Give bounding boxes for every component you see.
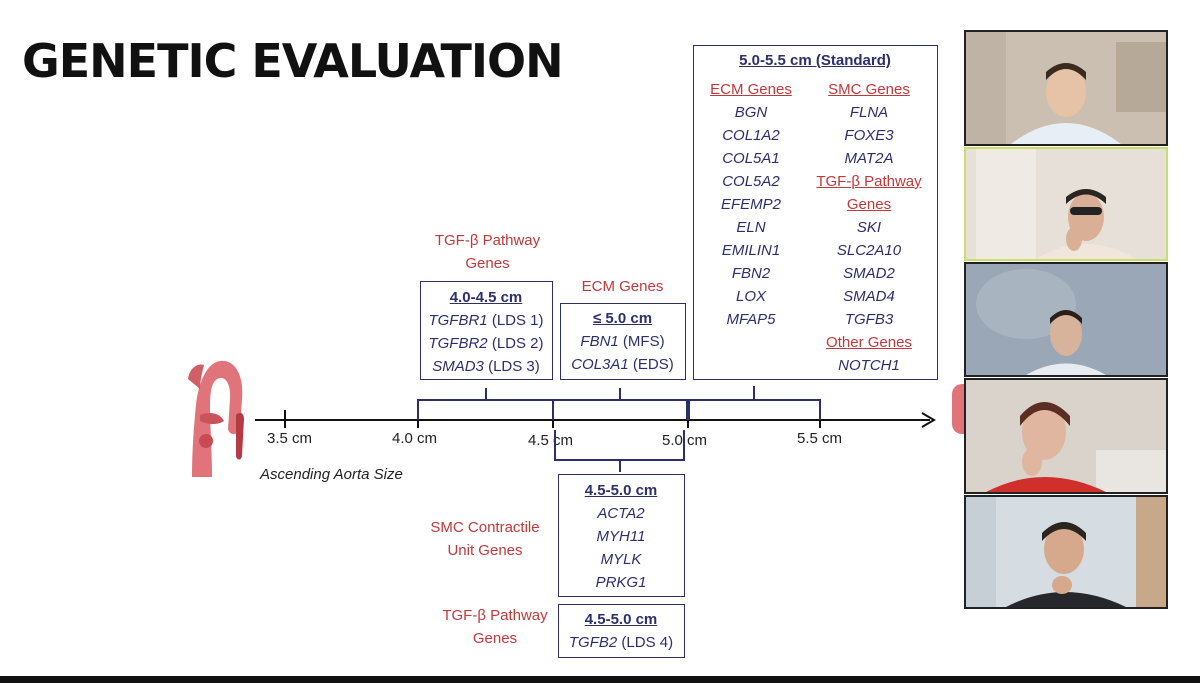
- category-label: SMC Contractile: [430, 519, 540, 536]
- gene-box-standard-5.0-5.5: 5.0-5.5 cm (Standard) ECM Genes BGN COL1…: [693, 45, 938, 380]
- gene-entry: MYH11: [596, 528, 646, 545]
- axis-tick-label: 4.5 cm: [528, 432, 574, 449]
- gene-entry: LOX: [735, 288, 766, 305]
- range-header: ≤ 5.0 cm: [592, 310, 653, 327]
- gene-entry: COL3A1 (EDS): [571, 356, 674, 373]
- other-genes-header: Other Genes: [826, 334, 912, 351]
- range-header: 4.5-5.0 cm: [584, 482, 658, 499]
- gene-entry: FOXE3: [844, 127, 894, 144]
- video-tile-participant-4[interactable]: [964, 378, 1168, 494]
- axis-tick-label: 4.0 cm: [392, 430, 438, 447]
- axis-tick-label: 3.5 cm: [267, 430, 313, 447]
- gene-entry: MFAP5: [726, 311, 776, 328]
- category-label: Genes: [472, 630, 518, 647]
- gene-entry: NOTCH1: [838, 357, 900, 374]
- aorta-illustration: [188, 360, 244, 477]
- axis-tick-label: 5.5 cm: [797, 430, 843, 447]
- category-label: TGF-β Pathway: [434, 232, 541, 249]
- gene-entry: EMILIN1: [721, 242, 781, 259]
- gene-entry: SKI: [856, 219, 882, 236]
- gene-entry: COL5A2: [722, 173, 780, 190]
- gene-entry: COL1A2: [722, 127, 780, 144]
- tgf-genes-header: Genes: [846, 196, 892, 213]
- video-tile-participant-1[interactable]: [964, 30, 1168, 146]
- category-label: Genes: [465, 255, 510, 272]
- smc-genes-header: SMC Genes: [828, 81, 910, 98]
- gene-entry: TGFBR2 (LDS 2): [428, 335, 544, 352]
- gene-entry: ACTA2: [597, 505, 645, 522]
- category-label: TGF-β Pathway: [442, 607, 548, 624]
- gene-box-ecm-5.0: ≤ 5.0 cm FBN1 (MFS) COL3A1 (EDS): [560, 303, 686, 380]
- video-tile-participant-3[interactable]: [964, 262, 1168, 377]
- gene-entry: SMAD2: [843, 265, 895, 282]
- tgf-genes-header: TGF-β Pathway: [816, 173, 922, 190]
- gene-entry: FLNA: [849, 104, 889, 121]
- bottom-bar: [0, 676, 1200, 683]
- aorta-illustration-fragment: [952, 384, 966, 434]
- gene-box-tgf-4.5-5.0: 4.5-5.0 cm TGFB2 (LDS 4): [558, 604, 685, 658]
- video-tile-participant-5[interactable]: [964, 495, 1168, 609]
- gene-entry: PRKG1: [595, 574, 647, 591]
- participant-avatar: [966, 149, 1166, 259]
- slide-title: GENETIC EVALUATION: [22, 34, 564, 88]
- gene-entry: SMAD4: [843, 288, 895, 305]
- participant-avatar: [966, 380, 1166, 492]
- gene-box-smc-4.5-5.0: 4.5-5.0 cm ACTA2 MYH11 MYLK PRKG1: [558, 474, 685, 597]
- gene-entry: ELN: [736, 219, 766, 236]
- gene-entry: FBN2: [731, 265, 771, 282]
- participant-avatar: [966, 32, 1166, 144]
- video-tile-participant-2[interactable]: [964, 147, 1168, 261]
- gene-entry: EFEMP2: [720, 196, 781, 213]
- gene-entry: BGN: [734, 104, 768, 121]
- participant-avatar: [966, 264, 1166, 375]
- gene-entry: TGFBR1 (LDS 1): [428, 312, 544, 329]
- gene-entry: COL5A1: [722, 150, 780, 167]
- ecm-genes-header: ECM Genes: [710, 81, 792, 98]
- gene-entry: MYLK: [600, 551, 642, 568]
- gene-entry: TGFB2 (LDS 4): [568, 634, 674, 651]
- gene-entry: SMAD3 (LDS 3): [432, 358, 540, 375]
- category-label: ECM Genes: [581, 278, 664, 295]
- range-header: 4.0-4.5 cm: [449, 289, 523, 306]
- gene-entry: SLC2A10: [836, 242, 902, 259]
- range-header: 5.0-5.5 cm (Standard): [739, 52, 891, 69]
- range-header: 4.5-5.0 cm: [584, 611, 658, 628]
- axis-title: Ascending Aorta Size: [260, 466, 403, 483]
- gene-entry: MAT2A: [844, 150, 894, 167]
- gene-box-tgf-4.0-4.5: 4.0-4.5 cm TGFBR1 (LDS 1) TGFBR2 (LDS 2)…: [420, 281, 553, 380]
- category-label: Unit Genes: [447, 542, 523, 559]
- gene-entry: FBN1 (MFS): [580, 333, 665, 350]
- range-brackets: [417, 386, 821, 472]
- gene-entry: TGFB3: [844, 311, 894, 328]
- participant-avatar: [966, 497, 1166, 607]
